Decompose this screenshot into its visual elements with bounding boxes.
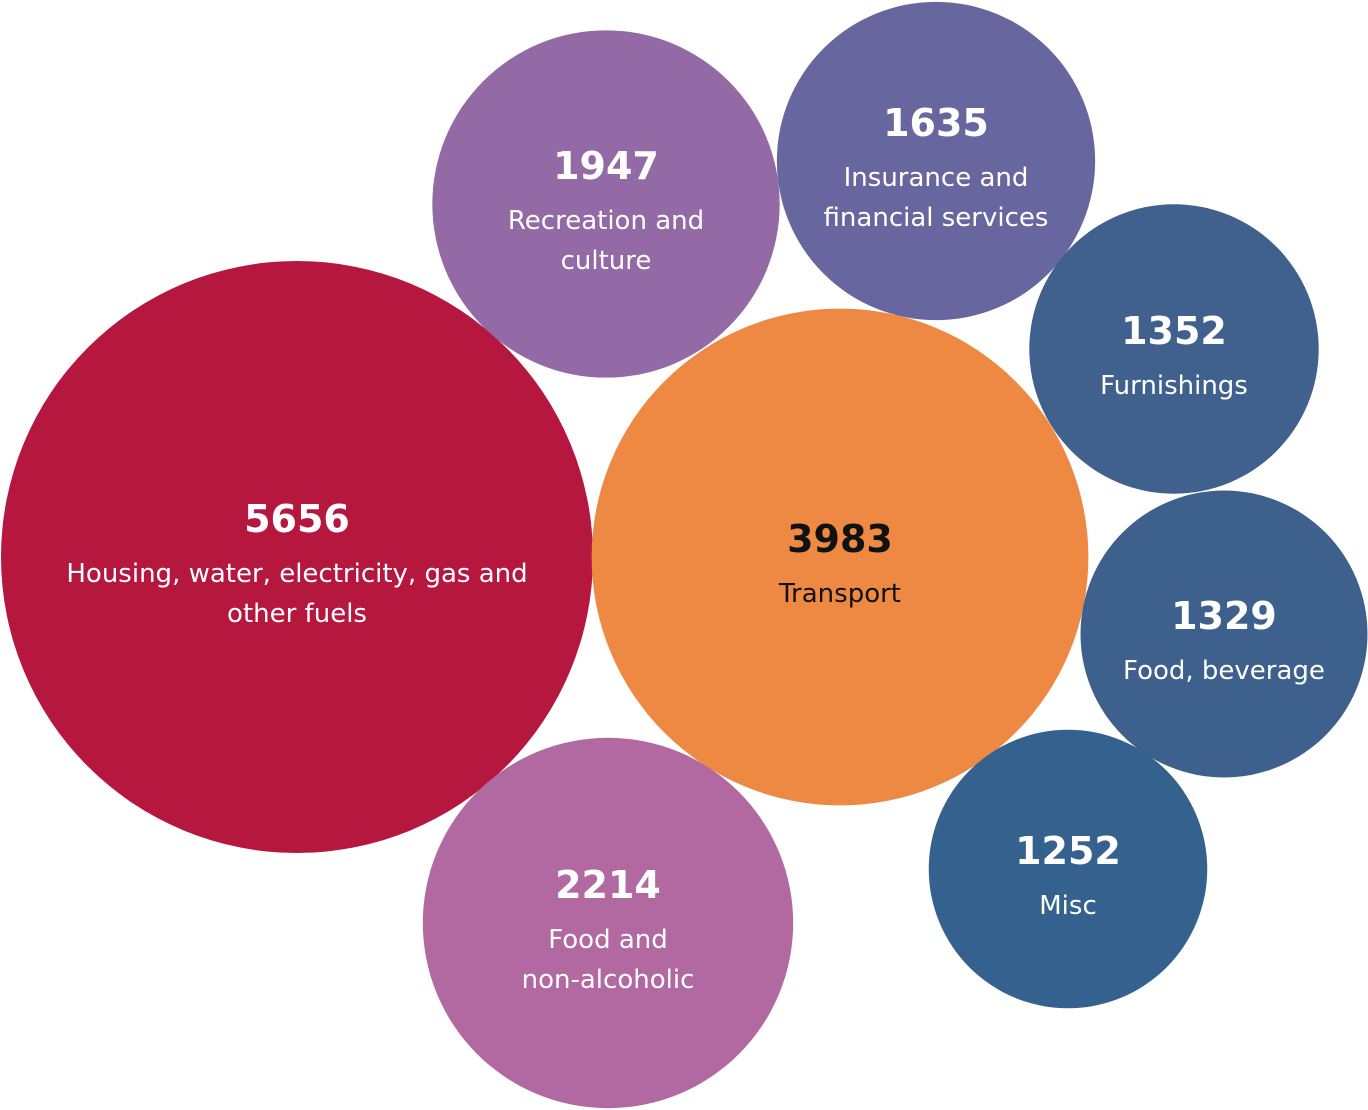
bubble-value: 1329 <box>1171 594 1277 638</box>
bubble-value: 2214 <box>555 863 661 907</box>
bubble-group: 2214 Food and non-alcoholic <box>422 737 794 1109</box>
bubble-group: 1329 Food, beverage <box>1080 490 1368 778</box>
bubble <box>928 729 1208 1009</box>
bubble <box>591 308 1089 806</box>
bubble-value: 1252 <box>1015 829 1121 873</box>
bubble-value: 1635 <box>883 101 989 145</box>
bubble-label: other fuels <box>227 599 367 629</box>
bubble-label: Housing, water, electricity, gas and <box>66 559 527 589</box>
bubble-label: financial services <box>824 203 1049 233</box>
bubble-group: 1252 Misc <box>928 729 1208 1009</box>
bubble-label: Furnishings <box>1100 371 1248 401</box>
bubble-value: 5656 <box>244 497 350 541</box>
bubble <box>776 1 1096 321</box>
bubble-label: Food and <box>548 925 668 955</box>
bubble-label: Recreation and <box>508 206 704 236</box>
bubble-group: 1635 Insurance and financial services <box>776 1 1096 321</box>
bubble-label: culture <box>561 246 652 276</box>
bubble-label: Insurance and <box>844 163 1029 193</box>
bubble-label: Misc <box>1039 891 1097 921</box>
bubble <box>422 737 794 1109</box>
bubble-group: 3983 Transport <box>591 308 1089 806</box>
bubble-group: 1352 Furnishings <box>1029 204 1319 494</box>
bubble-value: 1352 <box>1121 309 1227 353</box>
bubble-label: Food, beverage <box>1123 656 1325 686</box>
bubble-group: 5656 Housing, water, electricity, gas and… <box>1 261 593 853</box>
bubble-group: 1947 Recreation and culture <box>432 30 780 378</box>
bubble-value: 1947 <box>553 144 659 188</box>
bubble <box>1 261 593 853</box>
bubble <box>432 30 780 378</box>
bubble <box>1029 204 1319 494</box>
bubble-label: non-alcoholic <box>522 965 695 995</box>
bubble-label: Transport <box>778 579 901 609</box>
bubble <box>1080 490 1368 778</box>
bubble-value: 3983 <box>787 517 893 561</box>
